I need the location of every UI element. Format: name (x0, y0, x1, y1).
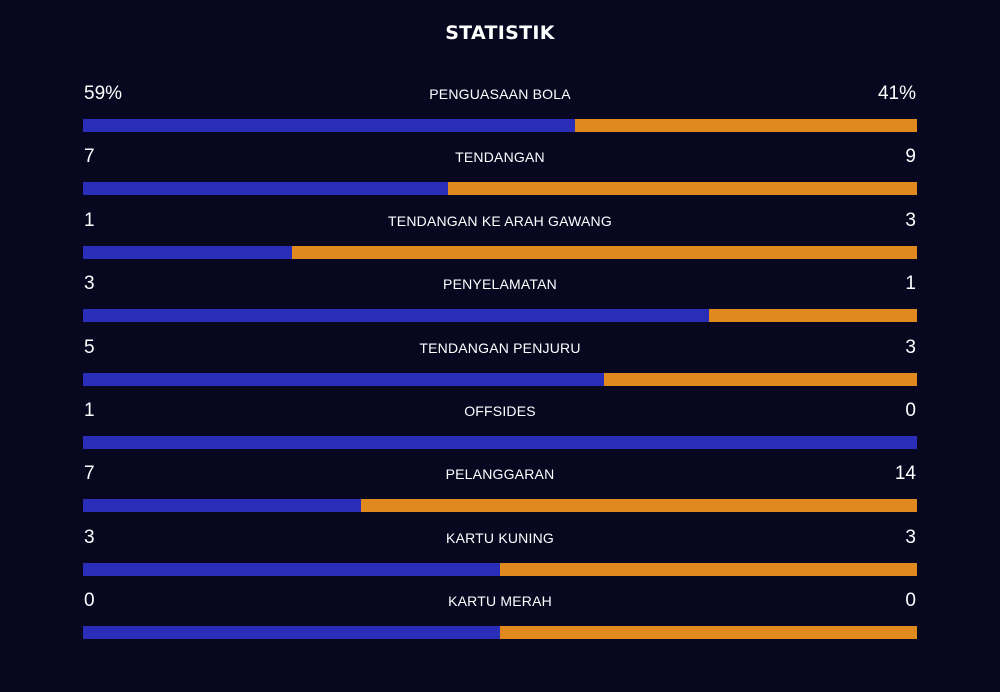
home-value: 3 (84, 526, 95, 548)
home-bar-segment (83, 245, 292, 259)
home-value: 1 (84, 399, 95, 421)
stat-label: TENDANGAN (455, 149, 545, 166)
away-bar-segment (500, 626, 917, 640)
comparison-bar (83, 119, 917, 132)
home-bar-segment (83, 372, 605, 386)
stat-label: KARTU KUNING (446, 529, 554, 546)
away-value: 3 (905, 526, 916, 548)
home-bar-segment (83, 309, 709, 323)
home-value: 7 (84, 463, 95, 485)
comparison-bar (83, 435, 917, 449)
comparison-bar (83, 562, 917, 576)
stat-label: TENDANGAN PENJURU (419, 339, 581, 356)
stat-row-corners: 5 TENDANGAN PENJURU 3 (83, 334, 917, 397)
home-value: 5 (84, 336, 95, 358)
comparison-bar (83, 626, 917, 640)
away-bar-segment (360, 499, 917, 513)
home-bar-segment (83, 562, 500, 576)
away-bar-segment (291, 245, 917, 259)
comparison-bar (83, 182, 917, 196)
comparison-bar (83, 372, 917, 386)
away-value: 14 (894, 463, 916, 485)
stat-label: KARTU MERAH (448, 593, 552, 610)
away-value: 0 (905, 590, 916, 612)
stat-row-saves: 3 PENYELAMATAN 1 (83, 270, 917, 333)
home-value: 7 (84, 146, 95, 168)
stat-label: PENGUASAAN BOLA (429, 86, 571, 102)
away-value: 1 (905, 273, 916, 295)
home-value: 59% (84, 83, 123, 104)
home-value: 1 (84, 209, 95, 231)
stat-row-shots-on-target: 1 TENDANGAN KE ARAH GAWANG 3 (83, 207, 917, 270)
home-bar-segment (83, 499, 361, 513)
home-bar-segment (83, 435, 917, 449)
away-bar-segment (708, 309, 917, 323)
stat-row-offsides: 1 OFFSIDES 0 (83, 397, 917, 460)
stat-label: PELANGGARAN (445, 466, 555, 483)
comparison-bar (83, 499, 917, 513)
stat-row-shots: 7 TENDANGAN 9 (83, 143, 917, 206)
home-value: 3 (84, 273, 95, 295)
home-bar-segment (83, 119, 576, 132)
home-value: 0 (84, 590, 95, 612)
away-value: 9 (905, 146, 916, 168)
home-bar-segment (83, 626, 500, 640)
stat-label: TENDANGAN KE ARAH GAWANG (388, 212, 612, 229)
away-bar-segment (447, 182, 917, 196)
comparison-bar (83, 245, 917, 259)
comparison-bar (83, 309, 917, 323)
stat-row-yellow-cards: 3 KARTU KUNING 3 (83, 524, 917, 587)
away-bar-segment (500, 562, 917, 576)
stat-row-possession: 59% PENGUASAAN BOLA 41% (83, 80, 917, 143)
stat-row-red-cards: 0 KARTU MERAH 0 (83, 587, 917, 650)
stats-list: 59% PENGUASAAN BOLA 41% 7 TENDANGAN 9 1 … (83, 80, 917, 651)
stat-row-fouls: 7 PELANGGARAN 14 (83, 460, 917, 523)
home-bar-segment (83, 182, 448, 196)
away-value: 0 (905, 399, 916, 421)
away-bar-segment (604, 372, 917, 386)
stats-title: STATISTIK (445, 22, 555, 44)
away-value: 3 (905, 209, 916, 231)
stat-label: OFFSIDES (464, 402, 536, 419)
away-value: 41% (877, 83, 916, 104)
away-bar-segment (575, 119, 917, 132)
away-value: 3 (905, 336, 916, 358)
stat-label: PENYELAMATAN (443, 276, 557, 293)
